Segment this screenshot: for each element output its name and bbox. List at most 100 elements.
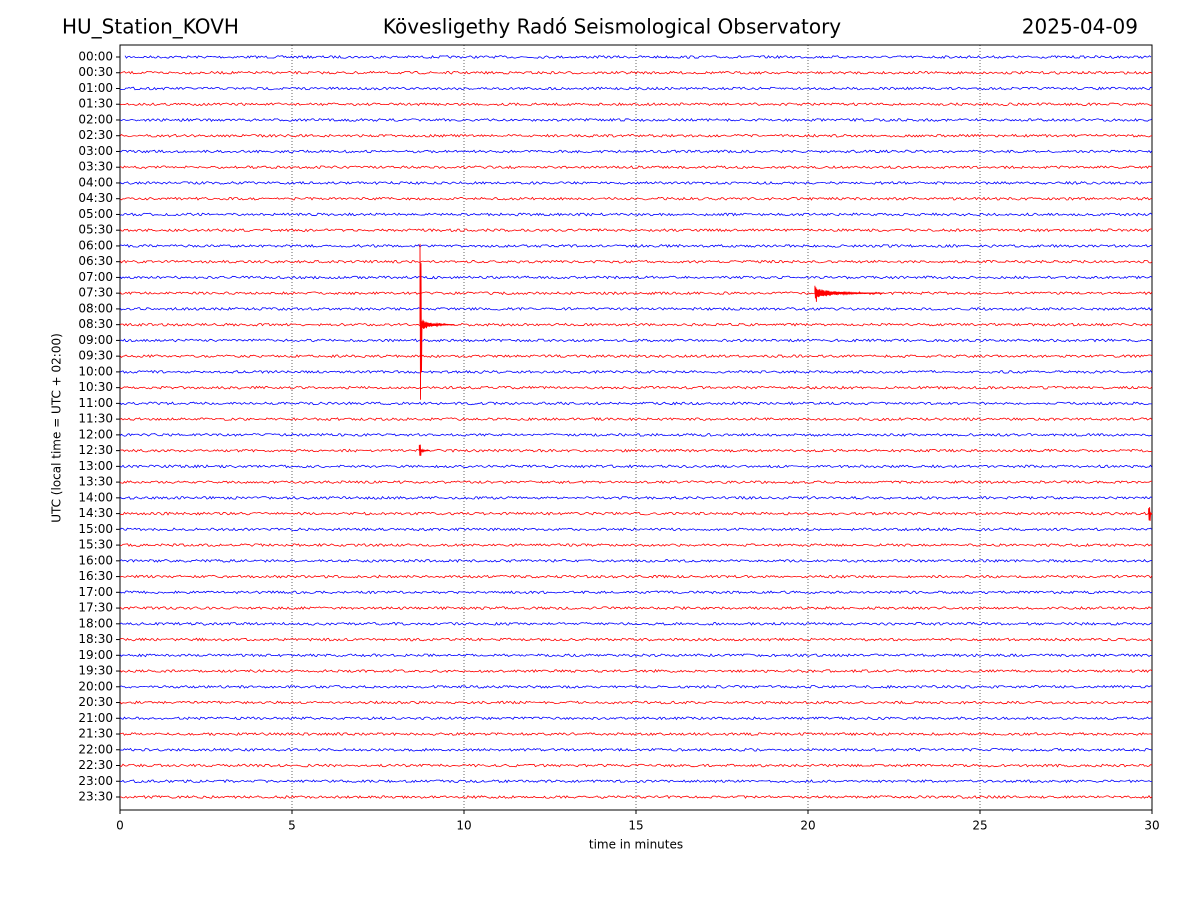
trace (119, 338, 1153, 343)
trace (119, 669, 1153, 674)
y-tick-label: 20:30 (78, 695, 113, 709)
x-tick-label: 30 (1144, 819, 1159, 833)
y-tick-label: 18:30 (78, 632, 113, 646)
y-tick-label: 05:30 (78, 223, 113, 237)
trace (119, 117, 1153, 122)
trace (119, 747, 1153, 752)
trace (119, 795, 1153, 799)
trace (119, 511, 1153, 516)
trace (119, 228, 1153, 233)
y-tick-label: 17:30 (78, 601, 113, 615)
y-tick-label: 13:00 (78, 459, 113, 473)
y-tick-label: 10:00 (78, 364, 113, 378)
y-tick-label: 17:00 (78, 585, 113, 599)
trace (119, 306, 1153, 311)
x-axis-label: time in minutes (589, 838, 683, 852)
trace (119, 102, 1153, 107)
trace (119, 322, 1153, 327)
x-tick-label: 20 (800, 819, 815, 833)
trace (119, 606, 1153, 611)
trace (119, 275, 1153, 280)
y-tick-label: 22:00 (78, 742, 113, 756)
x-tick-label: 15 (628, 819, 643, 833)
y-tick-label: 11:00 (78, 396, 113, 410)
event (814, 285, 884, 302)
y-tick-label: 23:00 (78, 774, 113, 788)
y-tick-label: 12:00 (78, 427, 113, 441)
trace (119, 590, 1153, 595)
y-tick-label: 08:00 (78, 301, 113, 315)
event (419, 243, 455, 400)
y-tick-label: 21:30 (78, 727, 113, 741)
y-tick-label: 22:30 (78, 758, 113, 772)
chart-title: Kövesligethy Radó Seismological Observat… (383, 15, 841, 39)
trace (119, 464, 1153, 469)
trace (119, 354, 1153, 359)
trace (124, 55, 1152, 60)
trace (119, 543, 1153, 548)
y-tick-label: 07:30 (78, 286, 113, 300)
y-tick-label: 05:00 (78, 207, 113, 221)
y-tick-label: 21:00 (78, 711, 113, 725)
trace (119, 149, 1153, 154)
y-tick-label: 15:30 (78, 538, 113, 552)
y-tick-label: 10:30 (78, 380, 113, 394)
y-tick-label: 01:30 (78, 97, 113, 111)
y-tick-label: 14:00 (78, 490, 113, 504)
trace (119, 259, 1153, 264)
trace (119, 165, 1153, 170)
trace (119, 86, 1153, 91)
y-tick-label: 19:30 (78, 664, 113, 678)
y-tick-label: 13:30 (78, 475, 113, 489)
trace (119, 558, 1153, 563)
trace (119, 180, 1153, 185)
y-tick-label: 09:30 (78, 349, 113, 363)
trace (119, 385, 1153, 390)
y-tick-label: 03:00 (78, 144, 113, 158)
trace (119, 527, 1153, 532)
trace (119, 417, 1153, 422)
trace (119, 448, 1153, 453)
trace (119, 574, 1153, 579)
y-tick-label: 00:00 (78, 50, 113, 64)
y-tick-label: 14:30 (78, 506, 113, 520)
event (418, 444, 430, 456)
date: 2025-04-09 (1022, 15, 1138, 39)
trace (119, 212, 1153, 217)
trace (119, 495, 1153, 500)
event (1148, 507, 1153, 521)
trace (119, 653, 1153, 658)
trace (119, 637, 1153, 642)
trace (119, 432, 1153, 437)
y-tick-label: 15:00 (78, 522, 113, 536)
y-tick-label: 08:30 (78, 317, 113, 331)
x-tick-label: 25 (972, 819, 987, 833)
trace (119, 480, 1153, 485)
trace (119, 684, 1153, 689)
y-tick-label: 01:00 (78, 81, 113, 95)
y-tick-label: 04:00 (78, 175, 113, 189)
x-tick-label: 10 (456, 819, 471, 833)
y-tick-label: 16:00 (78, 553, 113, 567)
trace (119, 763, 1153, 768)
trace (119, 70, 1153, 75)
y-axis-label: UTC (local time = UTC + 02:00) (50, 333, 64, 523)
trace (119, 244, 1153, 248)
x-tick-label: 0 (116, 819, 124, 833)
y-tick-label: 07:00 (78, 270, 113, 284)
y-tick-label: 02:00 (78, 112, 113, 126)
y-tick-label: 00:30 (78, 65, 113, 79)
trace (119, 779, 1153, 784)
y-tick-label: 20:00 (78, 679, 113, 693)
trace (119, 291, 1153, 296)
y-tick-label: 04:30 (78, 191, 113, 205)
y-tick-label: 23:30 (78, 790, 113, 804)
trace (120, 732, 1153, 736)
trace (119, 196, 1153, 201)
y-tick-label: 03:30 (78, 160, 113, 174)
y-tick-label: 11:30 (78, 412, 113, 426)
y-tick-label: 02:30 (78, 128, 113, 142)
y-tick-label: 18:00 (78, 616, 113, 630)
y-tick-label: 16:30 (78, 569, 113, 583)
